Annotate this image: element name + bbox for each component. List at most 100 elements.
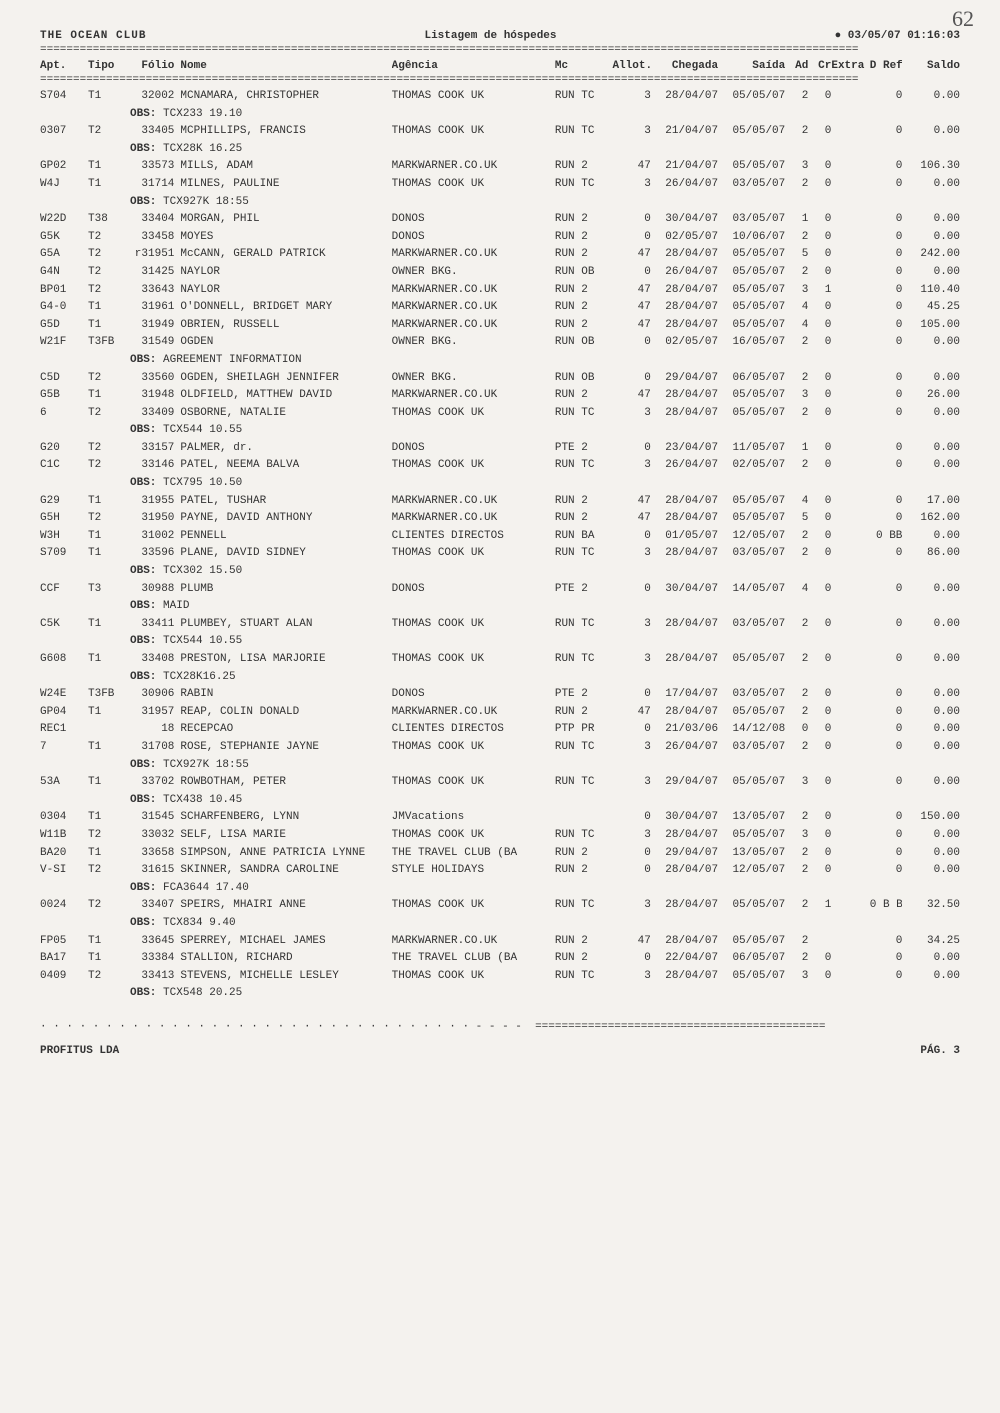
- cell-dref: 0: [870, 933, 903, 951]
- cell-cheg: 30/04/07: [651, 809, 718, 827]
- cell-dref: 0: [870, 704, 903, 722]
- cell-tipo: T1: [88, 88, 126, 106]
- obs-label: OBS:: [130, 600, 163, 612]
- cell-nome: SELF, LISA MARIE: [180, 827, 391, 845]
- cell-tipo: T1: [88, 651, 126, 669]
- cell-tipo: T2: [88, 827, 126, 845]
- cell-cr: 0: [808, 229, 831, 247]
- cell-apt: C5D: [40, 370, 88, 388]
- cell-saldo: 0.00: [902, 88, 960, 106]
- obs-text: TCX302 15.50: [163, 565, 242, 577]
- cell-saldo: 0.00: [902, 721, 960, 739]
- obs-label: OBS:: [130, 635, 163, 647]
- cell-cr: 0: [808, 545, 831, 563]
- cell-allot: 0: [612, 862, 650, 880]
- cell-allot: 47: [612, 387, 650, 405]
- cell-cr: 0: [808, 246, 831, 264]
- cell-folio: 33032: [126, 827, 180, 845]
- cell-tipo: T1: [88, 845, 126, 863]
- cell-extra: [831, 845, 869, 863]
- cell-dref: 0: [870, 405, 903, 423]
- cell-cheg: 30/04/07: [651, 581, 718, 599]
- cell-dref: 0: [870, 299, 903, 317]
- cell-ad: 2: [785, 651, 808, 669]
- table-row: C5DT233560OGDEN, SHEILAGH JENNIFEROWNER …: [40, 370, 960, 388]
- cell-ag: CLIENTES DIRECTOS: [392, 528, 555, 546]
- cell-ag: MARKWARNER.CO.UK: [392, 387, 555, 405]
- cell-nome: SCHARFENBERG, LYNN: [180, 809, 391, 827]
- cell-cr: 0: [808, 88, 831, 106]
- cell-extra: [831, 123, 869, 141]
- obs-row: OBS: TCX233 19.10: [40, 106, 960, 124]
- cell-cr: 0: [808, 405, 831, 423]
- cell-ad: 2: [785, 370, 808, 388]
- cell-allot: 0: [612, 528, 650, 546]
- cell-apt: W11B: [40, 827, 88, 845]
- cell-tipo: T1: [88, 299, 126, 317]
- cell-dref: 0: [870, 827, 903, 845]
- table-row: REC118RECEPCAOCLIENTES DIRECTOSPTP PR021…: [40, 721, 960, 739]
- cell-mc: RUN TC: [555, 176, 613, 194]
- cell-dref: 0: [870, 211, 903, 229]
- cell-allot: 3: [612, 827, 650, 845]
- cell-tipo: T1: [88, 704, 126, 722]
- cell-ad: 4: [785, 581, 808, 599]
- cell-ag: MARKWARNER.CO.UK: [392, 158, 555, 176]
- cell-said: 05/05/07: [718, 774, 785, 792]
- cell-extra: [831, 229, 869, 247]
- cell-ag: THOMAS COOK UK: [392, 616, 555, 634]
- cell-said: 06/05/07: [718, 950, 785, 968]
- table-row: S704T132002MCNAMARA, CHRISTOPHERTHOMAS C…: [40, 88, 960, 106]
- cell-dref: 0 BB: [870, 528, 903, 546]
- cell-nome: STEVENS, MICHELLE LESLEY: [180, 968, 391, 986]
- cell-nome: MORGAN, PHIL: [180, 211, 391, 229]
- cell-allot: 47: [612, 246, 650, 264]
- cell-cr: 0: [808, 651, 831, 669]
- obs-row: OBS: MAID: [40, 598, 960, 616]
- obs-text: TCX233 19.10: [163, 108, 242, 120]
- table-row: 0307T233405MCPHILLIPS, FRANCISTHOMAS COO…: [40, 123, 960, 141]
- cell-apt: G5H: [40, 510, 88, 528]
- cell-folio: 33408: [126, 651, 180, 669]
- cell-said: 13/05/07: [718, 845, 785, 863]
- cell-saldo: 0.00: [902, 774, 960, 792]
- cell-saldo: 105.00: [902, 317, 960, 335]
- cell-apt: 0304: [40, 809, 88, 827]
- cell-extra: [831, 651, 869, 669]
- cell-mc: RUN 2: [555, 387, 613, 405]
- table-row: CCFT330988PLUMBDONOSPTE 2030/04/0714/05/…: [40, 581, 960, 599]
- table-row: 53AT133702ROWBOTHAM, PETERTHOMAS COOK UK…: [40, 774, 960, 792]
- column-headers: Apt. Tipo Fólio Nome Agência Mc Allot. C…: [40, 60, 960, 72]
- cell-tipo: T2: [88, 440, 126, 458]
- cell-extra: [831, 387, 869, 405]
- cell-nome: McCANN, GERALD PATRICK: [180, 246, 391, 264]
- cell-cheg: 26/04/07: [651, 264, 718, 282]
- cell-apt: G20: [40, 440, 88, 458]
- cell-ad: 2: [785, 545, 808, 563]
- cell-ag: JMVacations: [392, 809, 555, 827]
- cell-folio: 18: [126, 721, 180, 739]
- cell-extra: [831, 246, 869, 264]
- cell-extra: [831, 317, 869, 335]
- cell-tipo: T1: [88, 616, 126, 634]
- cell-ad: 4: [785, 317, 808, 335]
- cell-allot: 3: [612, 176, 650, 194]
- cell-allot: 3: [612, 616, 650, 634]
- cell-extra: [831, 176, 869, 194]
- cell-dref: 0: [870, 545, 903, 563]
- cell-saldo: 0.00: [902, 968, 960, 986]
- cell-ag: OWNER BKG.: [392, 370, 555, 388]
- cell-saldo: 0.00: [902, 528, 960, 546]
- cell-said: 05/05/07: [718, 158, 785, 176]
- cell-ad: 2: [785, 334, 808, 352]
- cell-dref: 0: [870, 176, 903, 194]
- cell-ag: THOMAS COOK UK: [392, 123, 555, 141]
- cell-extra: [831, 299, 869, 317]
- cell-cr: 0: [808, 317, 831, 335]
- cell-extra: [831, 282, 869, 300]
- cell-cr: 0: [808, 387, 831, 405]
- cell-saldo: 242.00: [902, 246, 960, 264]
- cell-dref: 0: [870, 581, 903, 599]
- cell-apt: 53A: [40, 774, 88, 792]
- table-row: 0024T233407SPEIRS, MHAIRI ANNETHOMAS COO…: [40, 897, 960, 915]
